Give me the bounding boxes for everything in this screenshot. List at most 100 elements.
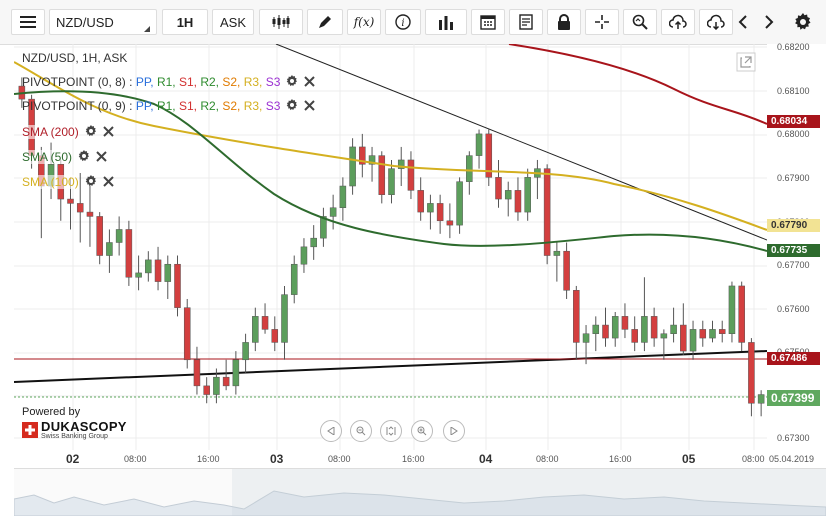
- info-button[interactable]: i: [385, 9, 421, 35]
- price-chart[interactable]: [14, 44, 767, 450]
- candle-body: [339, 185, 347, 208]
- info-icon: i: [395, 14, 411, 30]
- legend-item[interactable]: SMA (50): [22, 150, 107, 165]
- candle-body: [397, 159, 405, 169]
- candle-body: [310, 237, 317, 248]
- legend-label: PIVOTPOINT (0, 8): [22, 75, 126, 89]
- legend-item[interactable]: PIVOTPOINT (0, 9) : PP, R1, S1, R2, S2, …: [22, 99, 316, 114]
- price-axis-label: 0.67600: [777, 304, 810, 314]
- candle-body: [320, 216, 327, 239]
- hamburger-icon: [20, 16, 36, 28]
- price-tag: 0.67790: [767, 219, 820, 232]
- time-axis-label: 04: [479, 452, 493, 466]
- lock-button[interactable]: [547, 9, 581, 35]
- price-axis-label: 0.67300: [777, 433, 810, 443]
- candle-body: [728, 285, 736, 334]
- candle-body: [203, 385, 210, 395]
- candle-body: [183, 307, 191, 361]
- candle-body: [436, 203, 444, 222]
- candle-body: [222, 376, 230, 387]
- time-axis-label: 16:00: [402, 454, 425, 464]
- scroll-right-button[interactable]: [757, 9, 781, 35]
- pivot-level-label: S2,: [222, 75, 244, 89]
- news-button[interactable]: [509, 9, 543, 35]
- candle-body: [699, 329, 707, 339]
- candle-body: [475, 133, 483, 156]
- candles-icon: [272, 15, 290, 29]
- resistance-line[interactable]: [275, 44, 767, 241]
- time-axis[interactable]: 02 08:00 16:00 03 08:00 16:00 04 08:00 16:00 05 08…: [14, 450, 767, 468]
- support-trendline[interactable]: [14, 350, 767, 383]
- chart-type-button[interactable]: [259, 9, 303, 35]
- close-icon[interactable]: [96, 151, 107, 165]
- menu-button[interactable]: [11, 9, 45, 35]
- candle-body: [485, 133, 493, 178]
- candle-body: [446, 220, 454, 226]
- zoom-in-button[interactable]: [411, 420, 433, 442]
- time-axis-label: 16:00: [609, 454, 632, 464]
- gear-icon[interactable]: [286, 75, 298, 90]
- candle-body: [135, 272, 142, 278]
- price-axis-label: 0.68200: [777, 42, 810, 52]
- close-icon[interactable]: [102, 176, 114, 190]
- gear-icon[interactable]: [286, 99, 298, 114]
- crosshair-button[interactable]: [585, 9, 619, 35]
- chevron-left-icon: [738, 15, 747, 29]
- zoom-button[interactable]: [623, 9, 657, 35]
- calendar-icon: [480, 15, 496, 30]
- scroll-left-button[interactable]: [731, 9, 755, 35]
- candle-body: [86, 211, 94, 217]
- swiss-cross-icon: [22, 422, 38, 438]
- symbol-select[interactable]: NZD/USD: [49, 9, 157, 35]
- settings-button[interactable]: [790, 9, 816, 35]
- timeframe-select[interactable]: 1H: [162, 9, 208, 35]
- legend-item[interactable]: SMA (100): [22, 175, 114, 190]
- candle-body: [300, 246, 308, 265]
- draw-tool-button[interactable]: [307, 9, 343, 35]
- download-button[interactable]: [699, 9, 733, 35]
- date-label: 05.04.2019: [769, 454, 815, 464]
- candle-body: [407, 159, 415, 191]
- candle-body: [213, 376, 220, 395]
- indicators-button[interactable]: f(x): [347, 9, 381, 35]
- chart-toolbar: NZD/USD 1H ASK f(x) i: [0, 0, 826, 45]
- legend-item[interactable]: PIVOTPOINT (0, 8) : PP, R1, S1, R2, S2, …: [22, 75, 316, 90]
- candle-body: [349, 146, 356, 187]
- candle-body: [106, 242, 113, 256]
- candle-body: [174, 263, 181, 308]
- popout-icon[interactable]: [736, 52, 756, 72]
- sma-100-line: [14, 61, 767, 231]
- side-select[interactable]: ASK: [212, 9, 254, 35]
- gear-icon[interactable]: [85, 175, 97, 190]
- candle-body: [76, 203, 84, 213]
- gear-icon[interactable]: [85, 125, 97, 140]
- time-axis-label: 05: [682, 452, 696, 466]
- gear-icon[interactable]: [78, 150, 90, 165]
- candle-body: [242, 342, 249, 361]
- legend-item[interactable]: SMA (200): [22, 125, 114, 140]
- timeframe-value: 1H: [176, 14, 194, 30]
- price-axis-label: 0.68000: [777, 129, 810, 139]
- close-icon[interactable]: [304, 76, 316, 90]
- zoom-out-button[interactable]: [350, 420, 372, 442]
- navigator-window[interactable]: [232, 469, 826, 516]
- volume-button[interactable]: [425, 9, 467, 35]
- nav-forward-button[interactable]: [443, 420, 465, 442]
- nav-back-button[interactable]: [320, 420, 342, 442]
- svg-text:i: i: [401, 18, 404, 29]
- calendar-button[interactable]: [471, 9, 505, 35]
- candle-body: [689, 329, 697, 352]
- close-icon[interactable]: [102, 126, 114, 140]
- time-axis-label: 08:00: [124, 454, 147, 464]
- candle-body: [96, 216, 103, 256]
- reset-view-button[interactable]: [380, 420, 402, 442]
- upload-button[interactable]: [661, 9, 695, 35]
- chevron-right-icon: [765, 15, 774, 29]
- candle-body: [602, 324, 609, 339]
- sma-50-line: [14, 90, 767, 252]
- navigator-panel[interactable]: [13, 468, 826, 517]
- pivot-level-label: S3: [265, 75, 281, 89]
- candle-body: [281, 294, 288, 343]
- close-icon[interactable]: [304, 100, 316, 114]
- candle-body: [621, 316, 629, 330]
